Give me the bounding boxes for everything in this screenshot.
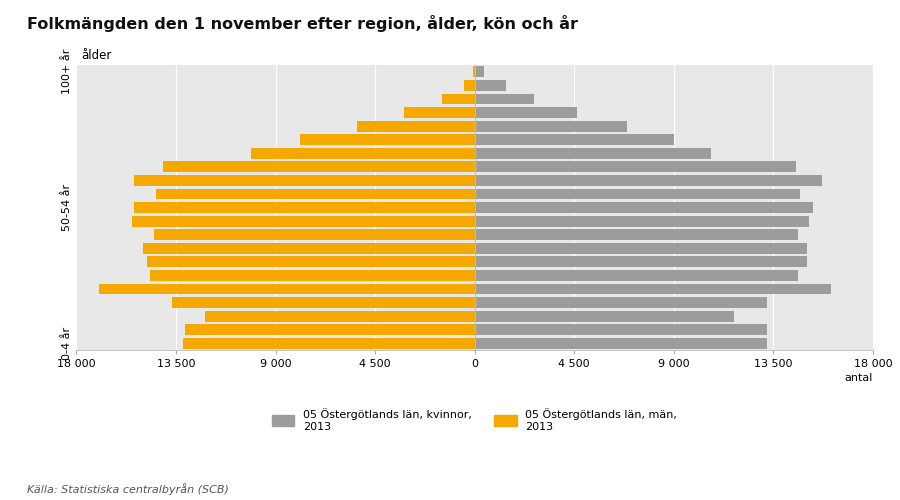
- Bar: [475, 120, 627, 132]
- Bar: [475, 216, 809, 226]
- Bar: [357, 120, 475, 132]
- Bar: [134, 175, 475, 186]
- Bar: [475, 284, 831, 294]
- Bar: [184, 324, 475, 335]
- Text: ålder: ålder: [81, 50, 112, 62]
- Bar: [172, 297, 475, 308]
- Text: Folkmängden den 1 november efter region, ålder, kön och år: Folkmängden den 1 november efter region,…: [27, 15, 578, 32]
- Bar: [143, 243, 475, 254]
- Bar: [475, 148, 712, 158]
- Bar: [475, 243, 806, 254]
- Bar: [475, 134, 674, 145]
- Bar: [148, 256, 475, 267]
- Legend: 05 Östergötlands län, kvinnor,
2013, 05 Östergötlands län, män,
2013: 05 Östergötlands län, kvinnor, 2013, 05 …: [267, 404, 682, 436]
- Bar: [163, 162, 475, 172]
- Bar: [475, 175, 822, 186]
- Bar: [157, 188, 475, 200]
- Bar: [475, 229, 797, 240]
- Bar: [475, 80, 506, 91]
- Bar: [475, 256, 806, 267]
- Bar: [475, 94, 535, 104]
- Bar: [464, 80, 475, 91]
- Bar: [475, 162, 796, 172]
- Bar: [154, 229, 475, 240]
- Bar: [442, 94, 475, 104]
- Bar: [131, 216, 475, 226]
- Bar: [472, 66, 475, 77]
- Bar: [475, 107, 577, 118]
- Bar: [251, 148, 475, 158]
- Bar: [475, 66, 483, 77]
- Bar: [205, 310, 475, 322]
- Bar: [404, 107, 475, 118]
- Text: antal: antal: [844, 373, 873, 383]
- Bar: [475, 324, 767, 335]
- Bar: [475, 270, 797, 281]
- Text: Källa: Statistiska centralbyrån (SCB): Källa: Statistiska centralbyrån (SCB): [27, 483, 229, 495]
- Bar: [475, 188, 800, 200]
- Bar: [475, 297, 767, 308]
- Bar: [300, 134, 475, 145]
- Bar: [134, 202, 475, 213]
- Bar: [475, 338, 767, 348]
- Bar: [475, 202, 814, 213]
- Bar: [149, 270, 475, 281]
- Bar: [475, 310, 734, 322]
- Bar: [99, 284, 475, 294]
- Bar: [183, 338, 475, 348]
